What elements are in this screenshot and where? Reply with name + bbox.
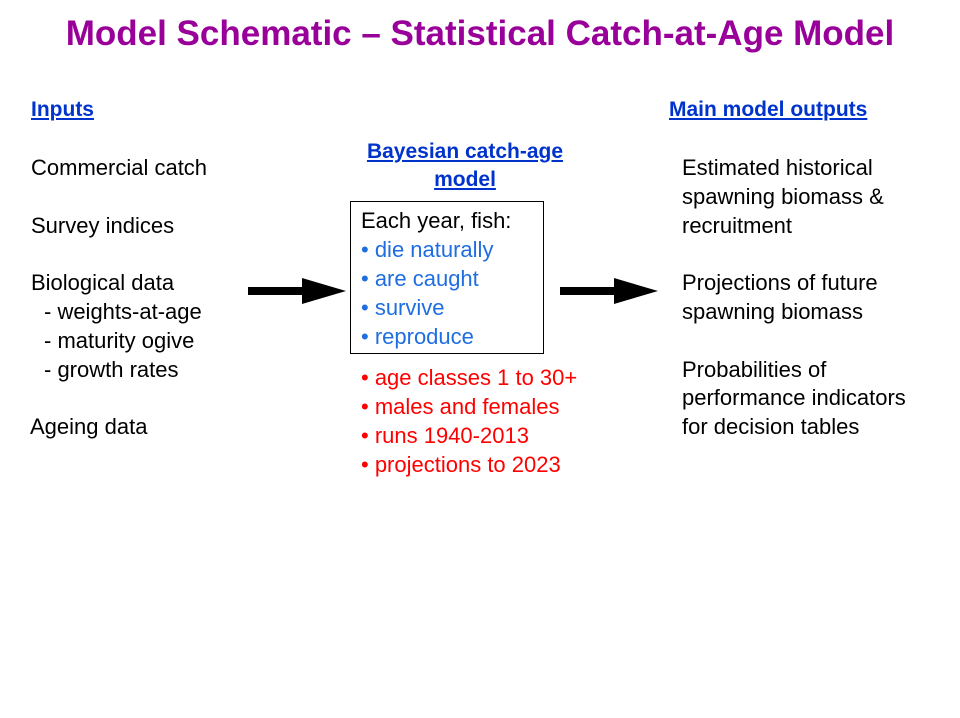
box-item-die-naturally: • die naturally xyxy=(361,237,494,262)
model-heading-line2: model xyxy=(434,168,496,191)
input-commercial-catch: Commercial catch xyxy=(31,155,208,180)
input-survey-indices: Survey indices xyxy=(31,213,175,238)
input-weights-at-age: - weights-at-age xyxy=(44,299,202,324)
inputs-heading: Inputs xyxy=(31,98,94,121)
box-lead: Each year, fish: xyxy=(361,208,512,233)
model-heading-line1: Bayesian catch-age xyxy=(366,140,564,163)
model-box: Each year, fish: • die naturally • are c… xyxy=(350,201,544,354)
detail-age-classes: • age classes 1 to 30+ xyxy=(361,365,578,390)
right-arrow-icon xyxy=(248,278,346,304)
output-historical-line2: spawning biomass & xyxy=(682,184,884,209)
page-title: Model Schematic – Statistical Catch-at-A… xyxy=(65,14,895,53)
input-maturity-ogive: - maturity ogive xyxy=(44,328,195,353)
output-historical-line3: recruitment xyxy=(682,213,793,238)
detail-projections: • projections to 2023 xyxy=(361,452,561,477)
outputs-heading: Main model outputs xyxy=(669,98,868,121)
detail-runs: • runs 1940-2013 xyxy=(361,423,529,448)
output-projections-line2: spawning biomass xyxy=(682,299,863,324)
input-growth-rates: - growth rates xyxy=(44,357,179,382)
output-probabilities-line1: Probabilities of xyxy=(682,357,827,382)
box-item-survive: • survive xyxy=(361,295,445,320)
output-projections-line1: Projections of future xyxy=(682,270,878,295)
box-item-reproduce: • reproduce xyxy=(361,324,474,349)
detail-males-females: • males and females xyxy=(361,394,560,419)
output-probabilities-line2: performance indicators xyxy=(682,385,906,410)
model-heading: Bayesian catch-age model xyxy=(340,138,590,194)
input-ageing-data: Ageing data xyxy=(30,414,148,439)
box-item-are-caught: • are caught xyxy=(361,266,479,291)
output-probabilities-line3: for decision tables xyxy=(682,414,860,439)
right-arrow-icon xyxy=(560,278,658,304)
output-historical-line1: Estimated historical xyxy=(682,155,873,180)
input-biological-data: Biological data xyxy=(31,270,175,295)
